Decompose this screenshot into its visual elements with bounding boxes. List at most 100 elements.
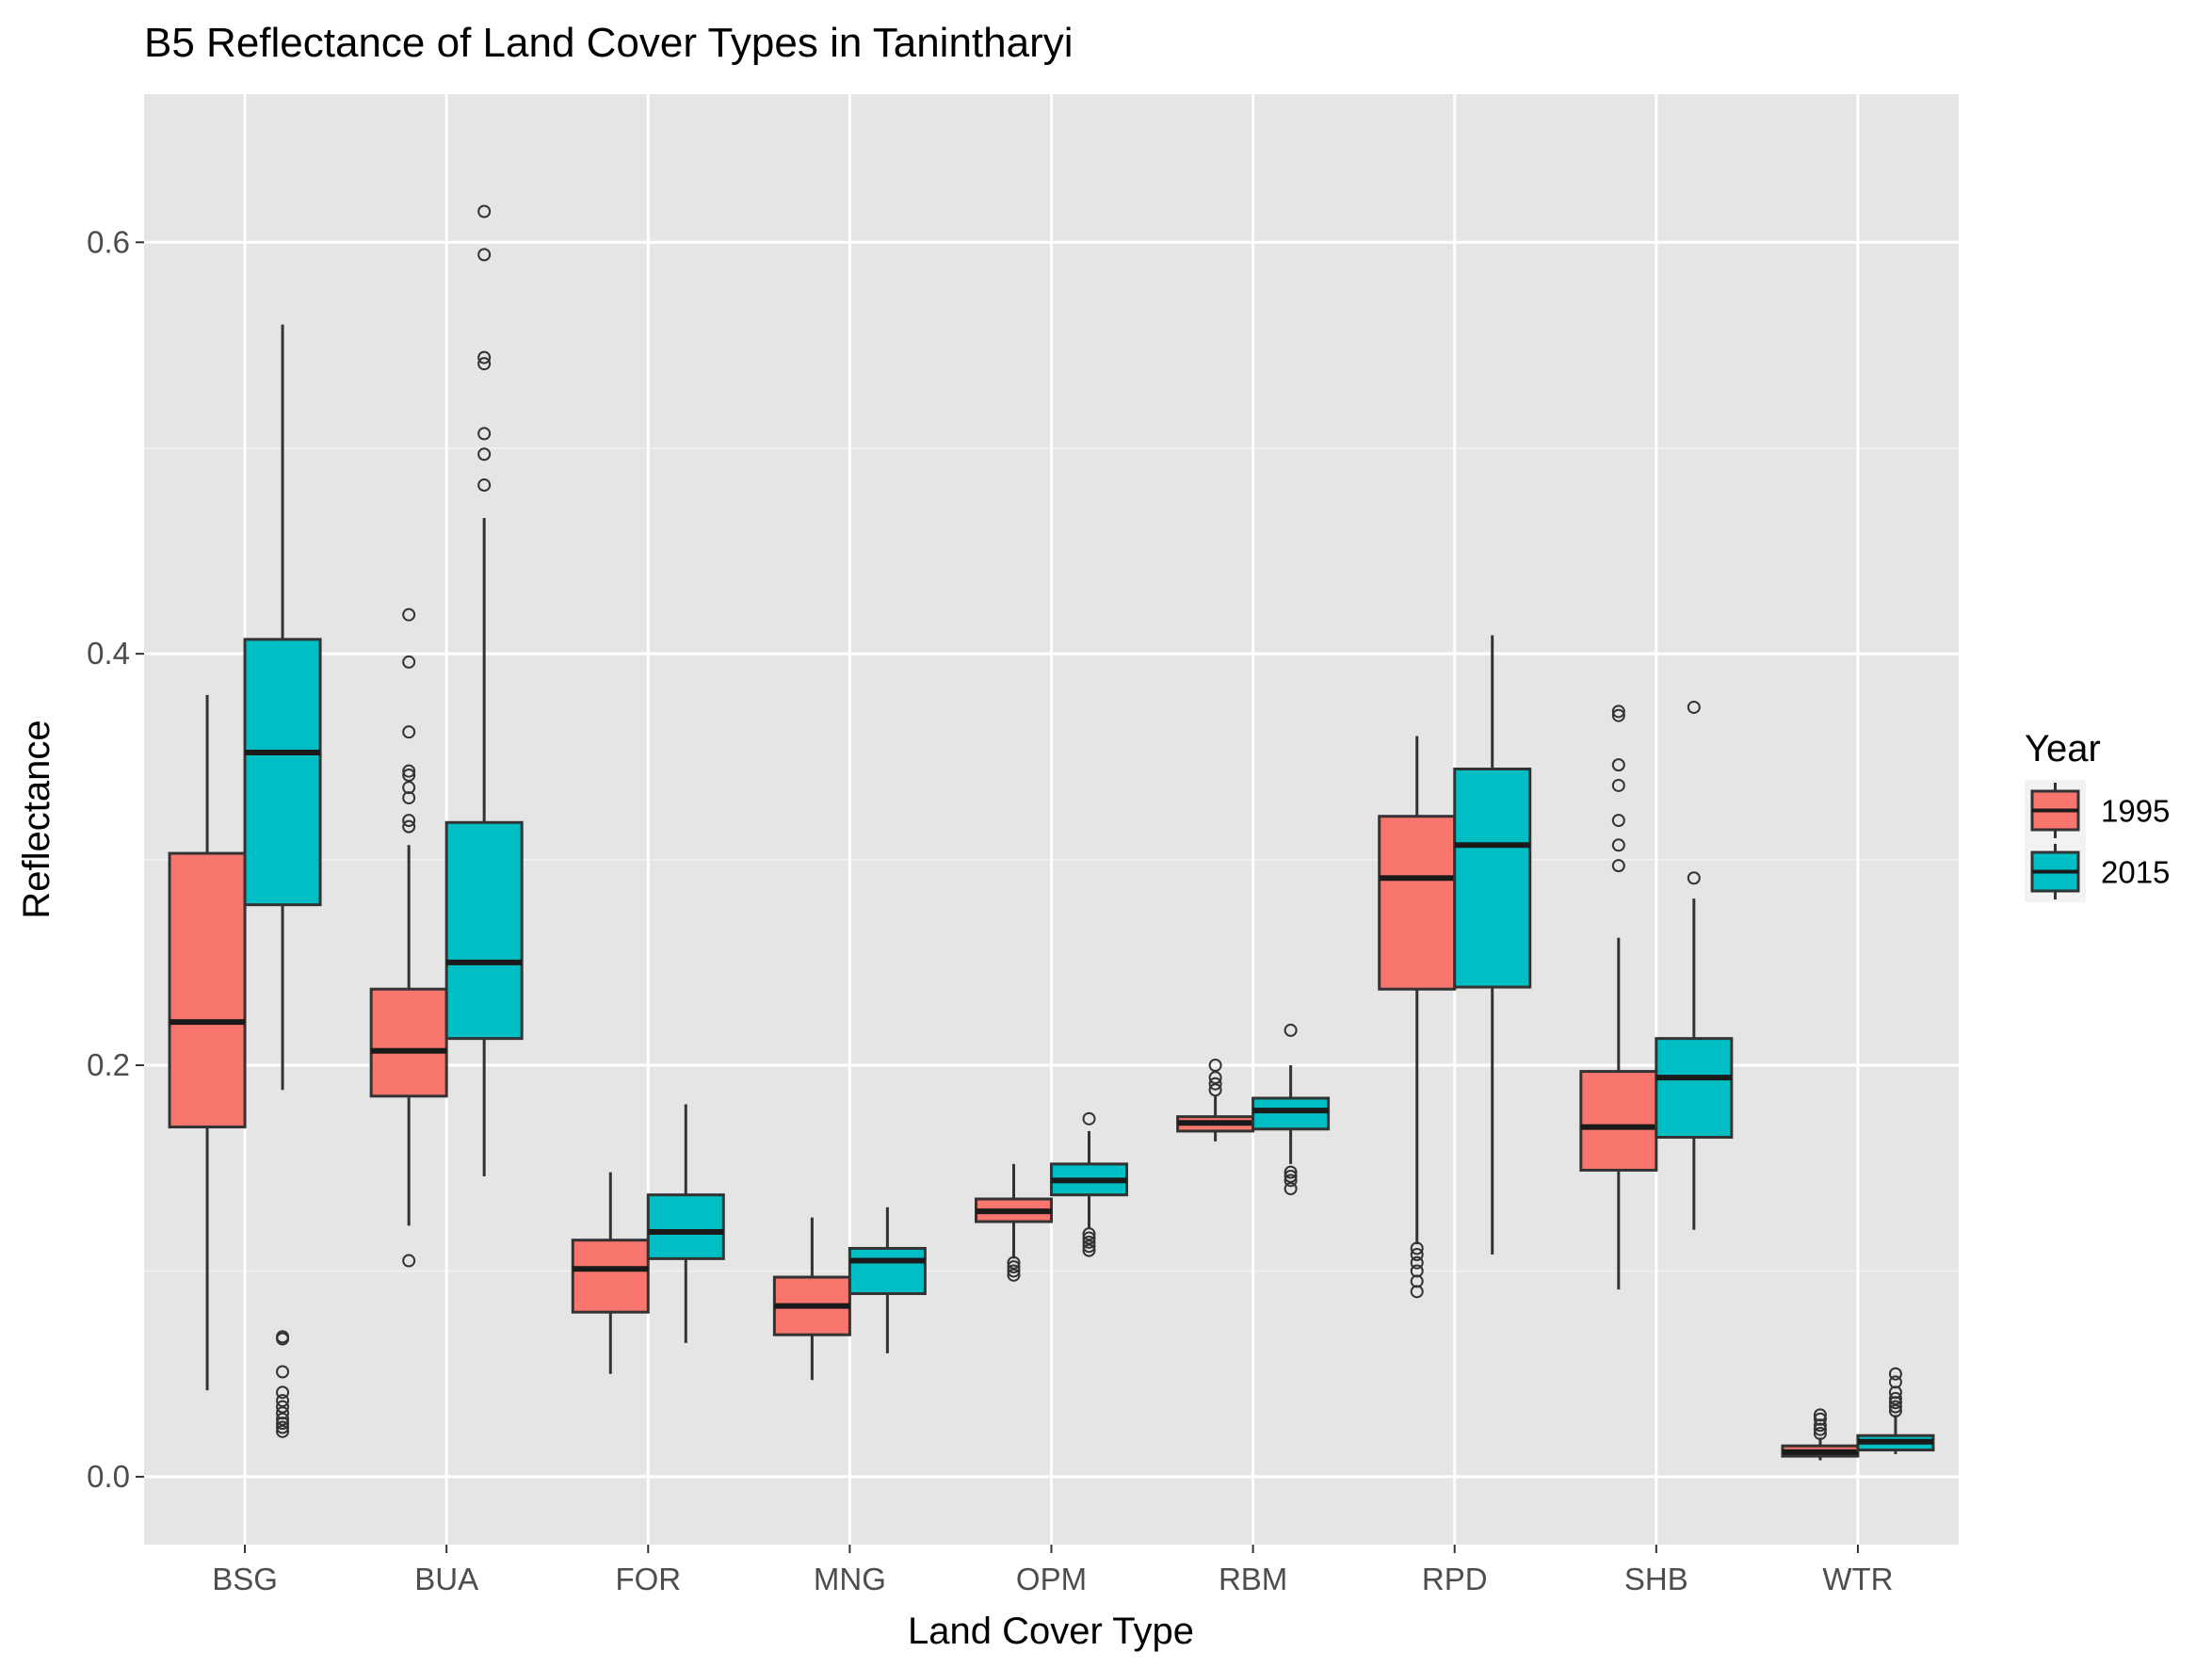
x-tick-label: MNG <box>814 1562 886 1596</box>
outlier-point <box>1687 700 1701 714</box>
outlier-point <box>1007 1255 1021 1270</box>
outlier-point <box>1611 708 1625 722</box>
iqr-box <box>168 851 247 1129</box>
outlier-point <box>1284 1023 1298 1037</box>
outlier-point <box>276 1412 290 1426</box>
outlier-point <box>1410 1264 1424 1278</box>
iqr-box <box>444 820 524 1041</box>
x-tick-label: FOR <box>615 1562 681 1596</box>
box-rpd-1995 <box>1378 736 1457 1299</box>
outlier-point <box>276 1365 290 1379</box>
outlier-point <box>1813 1422 1827 1436</box>
y-tick-label: 0.0 <box>87 1459 130 1494</box>
outlier-point <box>1813 1427 1827 1441</box>
outlier-point <box>402 819 416 834</box>
box-rbm-2015 <box>1251 1023 1331 1196</box>
outlier-point <box>1888 1375 1902 1389</box>
iqr-box <box>1453 767 1532 989</box>
outlier-point <box>1208 1071 1222 1085</box>
box-wtr-2015 <box>1856 1367 1935 1454</box>
x-tick-label: SHB <box>1624 1562 1688 1596</box>
outlier-point <box>1888 1396 1902 1410</box>
x-tick-label: OPM <box>1016 1562 1087 1596</box>
box-opm-1995 <box>975 1163 1053 1282</box>
iqr-box <box>571 1239 650 1314</box>
y-tick-label: 0.6 <box>87 224 130 259</box>
iqr-box <box>1251 1096 1331 1131</box>
x-axis-ticks: BSG BUA FOR MNG OPM RBM RPD SHB WTR <box>212 1545 1894 1596</box>
box-bsg-2015 <box>243 324 322 1438</box>
outlier-point <box>1410 1241 1424 1255</box>
outlier-point <box>1611 814 1625 828</box>
box-mng-1995 <box>772 1217 851 1381</box>
outlier-point <box>402 814 416 828</box>
outlier-point <box>1888 1404 1902 1418</box>
outlier-point <box>477 350 492 364</box>
y-axis-title: Reflectance <box>16 720 57 918</box>
iqr-box <box>1579 1070 1658 1172</box>
outlier-point <box>276 1420 290 1434</box>
box-bua-2015 <box>444 204 524 1176</box>
x-tick-label: BSG <box>212 1562 278 1596</box>
outlier-point <box>1284 1165 1298 1179</box>
outlier-point <box>1208 1077 1222 1091</box>
outlier-point <box>402 655 416 669</box>
outlier-point <box>1284 1174 1298 1188</box>
chart-title: B5 Reflectance of Land Cover Types in Ta… <box>144 20 1074 66</box>
outlier-point <box>1611 859 1625 873</box>
outlier-point <box>477 478 492 493</box>
y-tick-label: 0.4 <box>87 636 130 671</box>
iqr-box <box>848 1246 927 1296</box>
outlier-point <box>1082 1111 1096 1125</box>
outlier-point <box>477 357 492 371</box>
outlier-point <box>1284 1169 1298 1183</box>
outlier-point <box>402 791 416 805</box>
x-axis-title: Land Cover Type <box>908 1611 1194 1652</box>
legend-title: Year <box>2025 728 2101 769</box>
outlier-point <box>1410 1248 1424 1261</box>
box-opm-2015 <box>1050 1111 1128 1257</box>
outlier-point <box>276 1394 290 1408</box>
box-wtr-1995 <box>1781 1408 1860 1461</box>
x-tick-label: RBM <box>1219 1562 1287 1596</box>
iqr-box <box>1378 815 1457 991</box>
outlier-point <box>1888 1400 1902 1414</box>
iqr-box <box>646 1193 725 1260</box>
outlier-point <box>1082 1243 1096 1257</box>
outlier-point <box>1687 871 1701 885</box>
outlier-point <box>477 447 492 462</box>
box-mng-2015 <box>848 1206 927 1353</box>
outlier-point <box>1611 758 1625 772</box>
x-tick-label: WTR <box>1822 1562 1893 1596</box>
outlier-point <box>1813 1412 1827 1426</box>
outlier-point <box>402 769 416 783</box>
legend: Year 1995 2015 <box>2025 728 2170 902</box>
outlier-point <box>1410 1255 1424 1270</box>
y-axis-ticks: 0.0 0.2 0.4 0.6 <box>87 224 144 1494</box>
box-shb-1995 <box>1579 704 1658 1290</box>
box-rbm-1995 <box>1176 1059 1255 1142</box>
outlier-point <box>1082 1235 1096 1249</box>
box-for-1995 <box>571 1172 650 1374</box>
outlier-point <box>402 781 416 795</box>
outlier-point <box>276 1400 290 1414</box>
outlier-point <box>1007 1264 1021 1278</box>
outlier-point <box>1082 1231 1096 1245</box>
box-bsg-1995 <box>168 694 247 1391</box>
box-for-2015 <box>646 1104 725 1343</box>
outlier-point <box>276 1406 290 1420</box>
outlier-point <box>1611 704 1625 719</box>
box-bua-1995 <box>369 607 448 1268</box>
outlier-point <box>1813 1408 1827 1422</box>
outlier-point <box>1888 1367 1902 1381</box>
outlier-point <box>1611 838 1625 852</box>
outlier-point <box>1813 1418 1827 1433</box>
legend-item-2015: 2015 <box>2025 841 2170 902</box>
outlier-point <box>402 764 416 778</box>
outlier-point <box>477 427 492 441</box>
outlier-point <box>477 204 492 219</box>
legend-item-1995: 1995 <box>2025 780 2170 841</box>
outlier-point <box>402 607 416 622</box>
y-tick-label: 0.2 <box>87 1047 130 1082</box>
